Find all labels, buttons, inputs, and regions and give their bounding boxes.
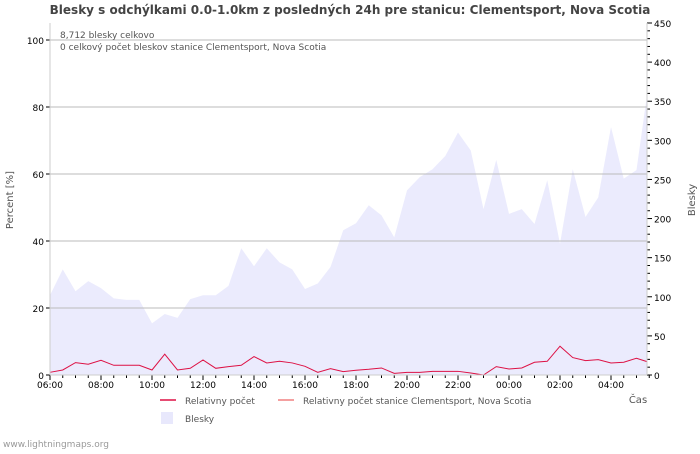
y-tick-label: 20 bbox=[33, 305, 45, 315]
annotation-station: 0 celkový počet bleskov stanice Clements… bbox=[60, 42, 326, 53]
watermark: www.lightningmaps.org bbox=[3, 440, 109, 450]
y-tick-label: 0 bbox=[38, 372, 44, 382]
x-tick-label: 10:00 bbox=[139, 381, 165, 391]
x-tick-label: 18:00 bbox=[343, 381, 369, 391]
y2-tick-label: 0 bbox=[654, 372, 660, 382]
x-tick-label: 16:00 bbox=[292, 381, 318, 391]
x-tick-label: 08:00 bbox=[88, 381, 114, 391]
y2-tick-label: 150 bbox=[654, 255, 671, 265]
y-tick-label: 100 bbox=[27, 37, 44, 47]
legend-swatch-blesky bbox=[161, 412, 173, 424]
x-tick-label: 04:00 bbox=[598, 381, 624, 391]
y2-tick-label: 300 bbox=[654, 137, 671, 147]
y2-tick-label: 250 bbox=[654, 176, 671, 186]
chart-title: Blesky s odchýlkami 0.0-1.0km z posledný… bbox=[50, 3, 651, 17]
x-axis-label: Čas bbox=[629, 393, 647, 406]
y2-tick-label: 200 bbox=[654, 216, 671, 226]
y2-tick-label: 450 bbox=[654, 20, 671, 30]
legend-label-station: Relativny počet stanice Clementsport, No… bbox=[303, 396, 531, 407]
relative-count-line bbox=[49, 345, 648, 376]
y2-tick-label: 100 bbox=[654, 294, 671, 304]
y2-tick-label: 400 bbox=[654, 59, 671, 69]
legend-label-relative: Relativny počet bbox=[185, 396, 255, 407]
x-tick-label: 14:00 bbox=[241, 381, 267, 391]
y2-tick-label: 350 bbox=[654, 98, 671, 108]
x-tick-label: 00:00 bbox=[496, 381, 522, 391]
x-tick-label: 02:00 bbox=[547, 381, 573, 391]
annotation-total: 8,712 blesky celkovo bbox=[60, 31, 155, 41]
x-tick-label: 20:00 bbox=[394, 381, 420, 391]
y-tick-label: 60 bbox=[33, 171, 45, 181]
y2-axis-label: Blesky bbox=[687, 184, 698, 216]
y-tick-label: 80 bbox=[33, 104, 45, 114]
x-tick-label: 06:00 bbox=[37, 381, 63, 391]
y-axis-label: Percent [%] bbox=[5, 171, 16, 229]
blesky-area bbox=[50, 94, 647, 375]
y2-tick-label: 50 bbox=[654, 333, 666, 343]
x-tick-label: 22:00 bbox=[445, 381, 471, 391]
y-tick-label: 40 bbox=[33, 238, 45, 248]
x-tick-label: 12:00 bbox=[190, 381, 216, 391]
legend-label-blesky: Blesky bbox=[185, 415, 215, 425]
